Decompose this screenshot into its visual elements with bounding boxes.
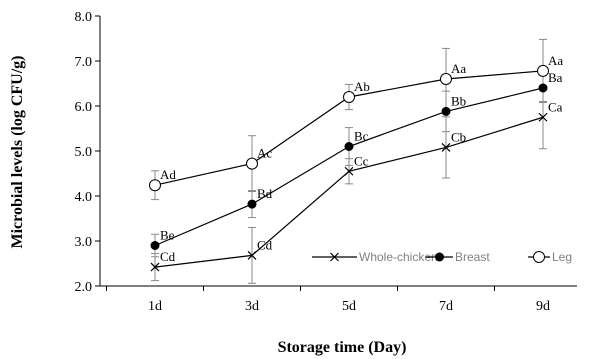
y-axis-title: Microbial levels (log CFU/g) <box>9 56 26 249</box>
significance-letters: Cd Cd Cc Cb Ca Be Bd Bc Bb Ba Ad Ac Ab Aa Aa <box>160 53 563 264</box>
data-point <box>247 250 257 260</box>
data-label: Ab <box>354 79 370 94</box>
data-point <box>441 142 451 152</box>
y-tick-label: 7.0 <box>75 55 93 70</box>
data-label: Cc <box>354 153 369 168</box>
data-label: Aa <box>451 61 466 76</box>
data-label: Ba <box>548 70 563 85</box>
y-tick-label: 4.0 <box>75 190 93 205</box>
data-label: Bb <box>451 93 466 108</box>
data-point <box>440 73 452 85</box>
legend-marker <box>435 252 444 262</box>
y-tick-label: 6.0 <box>75 100 93 115</box>
data-point <box>441 106 451 116</box>
legend: Whole-chicken Breast Leg <box>312 250 572 264</box>
legend-label: Breast <box>455 250 490 264</box>
data-label: Ad <box>160 167 176 182</box>
data-label: Cd <box>160 249 176 264</box>
data-point <box>537 64 549 77</box>
data-point <box>344 142 354 151</box>
data-label: Bc <box>354 129 369 144</box>
legend-marker <box>330 252 339 262</box>
data-point <box>150 241 160 250</box>
y-tick-label: 2.0 <box>75 280 93 295</box>
data-point <box>344 166 354 176</box>
data-point <box>150 262 160 272</box>
data-label: Ca <box>548 99 563 114</box>
data-label: Be <box>160 228 175 243</box>
series-markers <box>149 64 549 272</box>
y-tick-label: 3.0 <box>75 235 93 250</box>
axes: 2.0 3.0 4.0 5.0 6.0 7.0 8.0 1d 3d 5d 7d 9d <box>75 10 577 314</box>
data-point <box>538 112 548 122</box>
y-tick-label: 5.0 <box>75 145 93 160</box>
data-label: Ac <box>257 146 272 161</box>
legend-label: Whole-chicken <box>359 250 438 264</box>
data-label: Aa <box>548 53 563 68</box>
data-point <box>538 83 548 93</box>
x-tick-label: 5d <box>342 299 356 314</box>
x-tick-label: 9d <box>536 299 550 314</box>
data-point <box>247 199 257 209</box>
data-label: Cd <box>257 237 273 252</box>
x-tick-label: 7d <box>439 299 453 314</box>
data-point <box>343 91 355 103</box>
legend-label: Leg <box>552 250 572 264</box>
x-axis-title: Storage time (Day) <box>278 339 407 356</box>
data-label: Bd <box>257 186 273 201</box>
data-label: Cb <box>451 129 466 144</box>
data-point <box>149 179 161 192</box>
x-tick-label: 1d <box>148 299 162 314</box>
x-tick-label: 3d <box>245 299 259 314</box>
legend-marker <box>533 251 545 263</box>
y-tick-label: 8.0 <box>75 10 93 25</box>
data-point <box>246 157 258 170</box>
